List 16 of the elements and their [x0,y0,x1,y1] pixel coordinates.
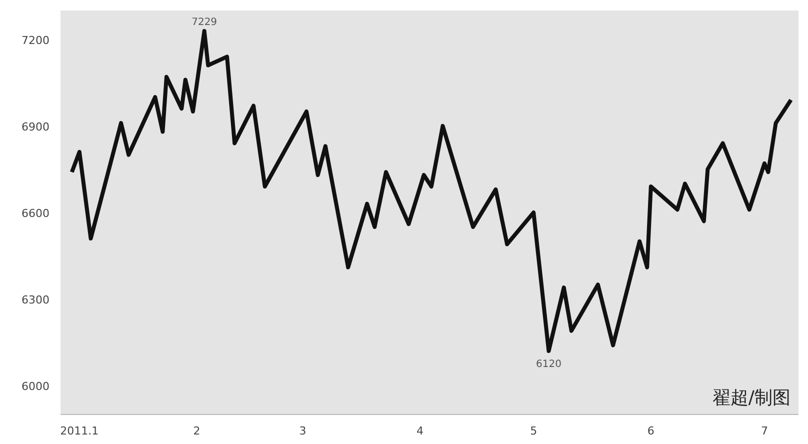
y-tick-label: 6600 [22,207,50,220]
annotation: 翟超/制图 [712,388,791,408]
y-tick-label: 6300 [22,294,50,307]
x-tick-label: 2011.1 [60,424,99,438]
line-series [70,28,793,354]
x-tick-label: 2 [193,424,200,438]
x-tick-label: 7 [760,424,768,438]
y-tick-label: 6000 [22,380,50,394]
annotation: 6120 [536,359,562,370]
x-tick-label: 4 [416,424,424,438]
y-tick-label: 7200 [22,34,50,47]
x-tick-label: 3 [299,424,306,438]
x-tick-label: 5 [530,424,538,438]
x-tick-label: 6 [647,424,654,438]
annotation: 7229 [192,16,218,28]
y-tick-label: 6900 [22,120,50,134]
